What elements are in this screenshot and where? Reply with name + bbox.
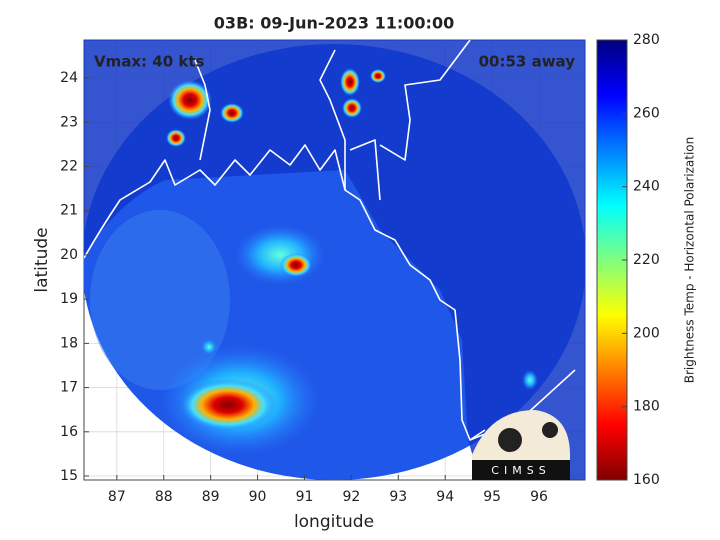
y-tick-label: 19 — [60, 291, 78, 307]
y-tick-label: 21 — [60, 203, 78, 219]
logo-tower — [542, 422, 558, 438]
colorbar-tick-label: 260 — [633, 105, 660, 121]
colorbar-tick-label: 240 — [633, 179, 660, 195]
y-tick-label: 18 — [60, 335, 78, 351]
x-tick-label: 94 — [436, 489, 454, 505]
logo-text: CIMSS — [491, 464, 550, 477]
cloud — [201, 339, 217, 355]
cloud — [522, 370, 538, 390]
chart-title: 03B: 09-Jun-2023 11:00:00 — [214, 14, 454, 33]
y-tick-label: 15 — [60, 468, 78, 484]
cloud — [168, 80, 212, 120]
cloud — [342, 98, 362, 118]
cloud — [220, 103, 244, 123]
x-tick-label: 95 — [483, 489, 501, 505]
y-axis-label: latitude — [32, 227, 52, 292]
y-tick-label: 24 — [60, 70, 78, 86]
y-tick-label: 17 — [60, 380, 78, 396]
x-tick-label: 88 — [155, 489, 173, 505]
cloud — [235, 225, 325, 285]
cloud — [166, 129, 186, 147]
colorbar-tick-label: 220 — [633, 252, 660, 268]
x-tick-label: 92 — [342, 489, 360, 505]
x-tick-label: 90 — [249, 489, 267, 505]
annotation: 00:53 away — [479, 53, 576, 71]
cloud — [370, 69, 386, 83]
y-tick-label: 20 — [60, 247, 78, 263]
colorbar-tick-label: 180 — [633, 399, 660, 415]
x-tick-label: 91 — [296, 489, 314, 505]
annotation: Vmax: 40 kts — [94, 53, 204, 71]
colorbar-tick-label: 200 — [633, 325, 660, 341]
logo-band — [472, 460, 570, 480]
x-tick-label: 87 — [108, 489, 126, 505]
y-tick-label: 22 — [60, 158, 78, 174]
border — [194, 40, 576, 441]
coastline — [84, 144, 486, 441]
x-tick-label: 96 — [530, 489, 548, 505]
cloud — [280, 253, 312, 277]
y-tick-label: 23 — [60, 114, 78, 130]
cloud — [340, 68, 360, 96]
y-tick-label: 16 — [60, 424, 78, 440]
colorbar-tick-label: 280 — [633, 32, 660, 48]
region — [90, 210, 230, 390]
logo: CIMSS — [472, 410, 570, 480]
swath — [84, 40, 585, 480]
x-tick-label: 89 — [202, 489, 220, 505]
x-axis-label: longitude — [294, 512, 374, 532]
x-tick-label: 93 — [389, 489, 407, 505]
colorbar-label: Brightness Temp - Horizontal Polarizatio… — [683, 137, 697, 384]
colorbar-tick-label: 160 — [633, 472, 660, 488]
cloud — [180, 379, 276, 431]
land — [84, 40, 585, 480]
logo-dish — [498, 428, 522, 452]
